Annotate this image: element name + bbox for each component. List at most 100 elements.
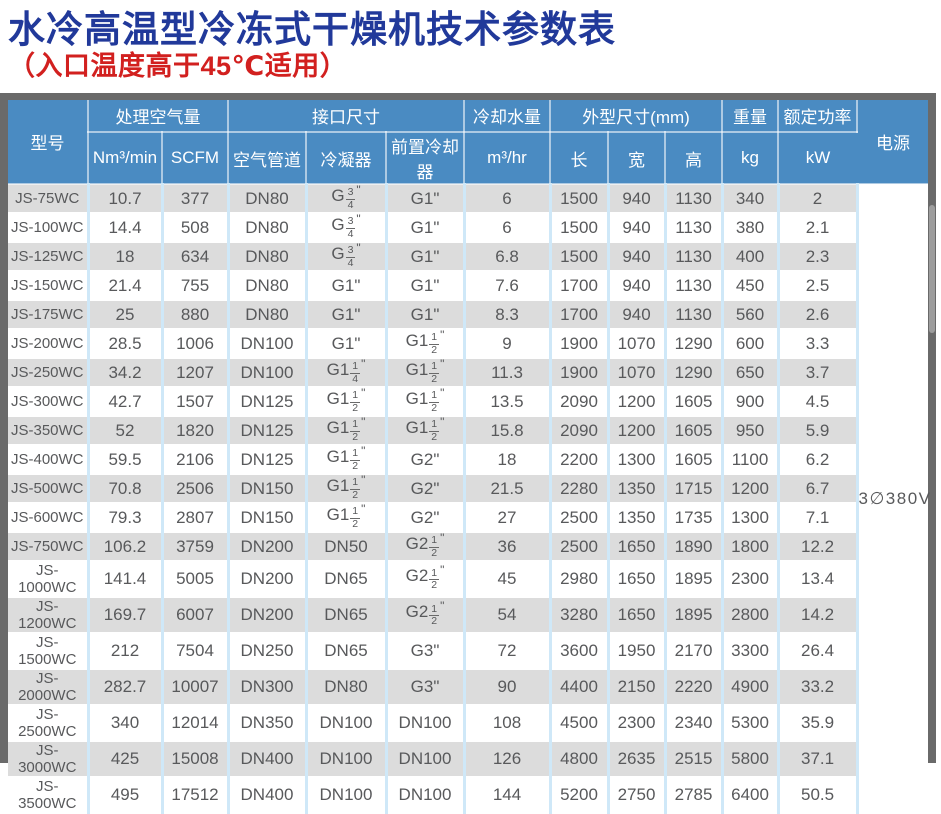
cell-height: 1130 (665, 300, 724, 330)
cell-power-kw: 3.3 (778, 329, 859, 359)
cell-model: JS-150WC (8, 271, 90, 301)
cell-height: 2170 (665, 633, 724, 670)
cell-width: 1200 (608, 416, 667, 446)
cell-length: 4800 (550, 741, 610, 778)
cell-length: 1700 (550, 300, 610, 330)
cell-height: 2220 (665, 669, 724, 706)
cell-condenser: G 3 4 " (306, 183, 388, 214)
cell-model: JS-75WC (8, 184, 90, 214)
cell-length: 2980 (550, 561, 610, 598)
cell-weight-kg: 950 (722, 416, 780, 446)
cell-weight-kg: 1300 (722, 503, 780, 533)
cell-scfm: 880 (162, 300, 230, 330)
cell-condenser: G1 1 2 " (306, 444, 388, 475)
cell-cooling-water: 7.6 (464, 271, 552, 301)
cell-precooler: G1" (386, 213, 466, 243)
table-row: JS-3500WC 495 17512 DN400 DN100 DN100 144 5200 2… (8, 777, 928, 814)
cell-scfm: 12014 (162, 705, 230, 742)
cell-length: 2280 (550, 474, 610, 504)
cell-scfm: 1507 (162, 387, 230, 417)
cell-precooler: G2 1 2 " (386, 597, 466, 634)
cell-model: JS-350WC (8, 416, 90, 446)
cell-model: JS-175WC (8, 300, 90, 330)
cell-air-pipe: DN400 (228, 777, 308, 814)
cell-air-pipe: DN350 (228, 705, 308, 742)
cell-width: 1650 (608, 597, 667, 634)
cell-condenser: G 3 4 " (306, 241, 388, 272)
col-header-model: 型号 (8, 100, 89, 185)
cell-cooling-water: 8.3 (464, 300, 552, 330)
cell-weight-kg: 1100 (722, 445, 780, 475)
cell-air-pipe: DN200 (228, 532, 308, 562)
cell-power-kw: 13.4 (778, 561, 859, 598)
cell-precooler: G1" (386, 271, 466, 301)
cell-model: JS-1000WC (8, 561, 90, 598)
cell-precooler: G2" (386, 503, 466, 533)
col-header-nm3min: Nm³/min (88, 132, 163, 185)
table-row: JS-200WC 28.5 1006 DN100 G1" G1 1 2 " 9 1900 1070 12… (8, 328, 928, 359)
cell-weight-kg: 400 (722, 242, 780, 272)
cell-power-kw: 50.5 (778, 777, 859, 814)
cell-nm3min: 25 (88, 300, 164, 330)
cell-power-kw: 7.1 (778, 503, 859, 533)
cell-cooling-water: 11.3 (464, 358, 552, 388)
cell-length: 2200 (550, 445, 610, 475)
table-row: JS-250WC 34.2 1207 DN100 G1 1 4 " G1 1 2 " 11.3 1900 1… (8, 357, 928, 388)
cell-height: 2515 (665, 741, 724, 778)
cell-condenser: G1 1 2 " (306, 502, 388, 533)
cell-power-kw: 35.9 (778, 705, 859, 742)
cell-width: 1070 (608, 329, 667, 359)
table-frame: 型号 处理空气量 接口尺寸 冷却水量 外型尺寸(mm) 重量 额定功率 电源 N… (0, 93, 936, 814)
cell-nm3min: 495 (88, 777, 164, 814)
cell-width: 940 (608, 300, 667, 330)
cell-cooling-water: 108 (464, 705, 552, 742)
cell-condenser: G1 1 2 " (306, 386, 388, 417)
cell-nm3min: 34.2 (88, 358, 164, 388)
table-row: JS-350WC 52 1820 DN125 G1 1 2 " G1 1 2 " 15.8 2090 120… (8, 415, 928, 446)
cell-nm3min: 21.4 (88, 271, 164, 301)
cell-power-supply: 3∅380V (857, 184, 930, 813)
page: { "page": { "title": "水冷高温型冷冻式干燥机技术参数表",… (0, 9, 936, 814)
cell-width: 940 (608, 271, 667, 301)
cell-scfm: 2506 (162, 474, 230, 504)
cell-width: 1350 (608, 503, 667, 533)
cell-weight-kg: 2300 (722, 561, 780, 598)
cell-power-kw: 33.2 (778, 669, 859, 706)
cell-height: 1895 (665, 597, 724, 634)
cell-precooler: G2" (386, 445, 466, 475)
cell-height: 1290 (665, 329, 724, 359)
cell-cooling-water: 72 (464, 633, 552, 670)
table-row: JS-3000WC 425 15008 DN400 DN100 DN100 126 4800 2… (8, 741, 928, 778)
cell-air-pipe: DN150 (228, 474, 308, 504)
cell-width: 1350 (608, 474, 667, 504)
cell-condenser: G 3 4 " (306, 212, 388, 243)
cell-length: 3280 (550, 597, 610, 634)
table-header: 型号 处理空气量 接口尺寸 冷却水量 外型尺寸(mm) 重量 额定功率 电源 N… (8, 100, 929, 185)
cell-power-kw: 2.1 (778, 213, 859, 243)
cell-nm3min: 10.7 (88, 184, 164, 214)
cell-cooling-water: 54 (464, 597, 552, 634)
scrollbar-thumb[interactable] (929, 205, 935, 333)
table-row: JS-125WC 18 634 DN80 G 3 4 " G1" 6.8 1500 940 1130 40… (8, 241, 928, 272)
table-row: JS-2000WC 282.7 10007 DN300 DN80 G3" 90 4400 215… (8, 669, 928, 706)
cell-air-pipe: DN125 (228, 416, 308, 446)
cell-scfm: 15008 (162, 741, 230, 778)
cell-nm3min: 70.8 (88, 474, 164, 504)
cell-width: 1200 (608, 387, 667, 417)
cell-weight-kg: 1800 (722, 532, 780, 562)
cell-power-kw: 26.4 (778, 633, 859, 670)
cell-length: 2090 (550, 387, 610, 417)
cell-weight-kg: 6400 (722, 777, 780, 814)
table-row: JS-600WC 79.3 2807 DN150 G1 1 2 " G2" 27 2500 1350 1… (8, 502, 928, 533)
cell-precooler: G1" (386, 242, 466, 272)
cell-precooler: G1 1 2 " (386, 415, 466, 446)
col-header-width: 宽 (608, 132, 667, 185)
table-row: JS-300WC 42.7 1507 DN125 G1 1 2 " G1 1 2 " 13.5 2090 1… (8, 386, 928, 417)
cell-power-kw: 2 (778, 184, 859, 214)
cell-condenser: DN65 (306, 633, 388, 670)
cell-weight-kg: 560 (722, 300, 780, 330)
cell-model: JS-200WC (8, 329, 90, 359)
cell-model: JS-2500WC (8, 705, 90, 742)
cell-height: 1605 (665, 387, 724, 417)
col-header-kw: kW (778, 132, 858, 185)
